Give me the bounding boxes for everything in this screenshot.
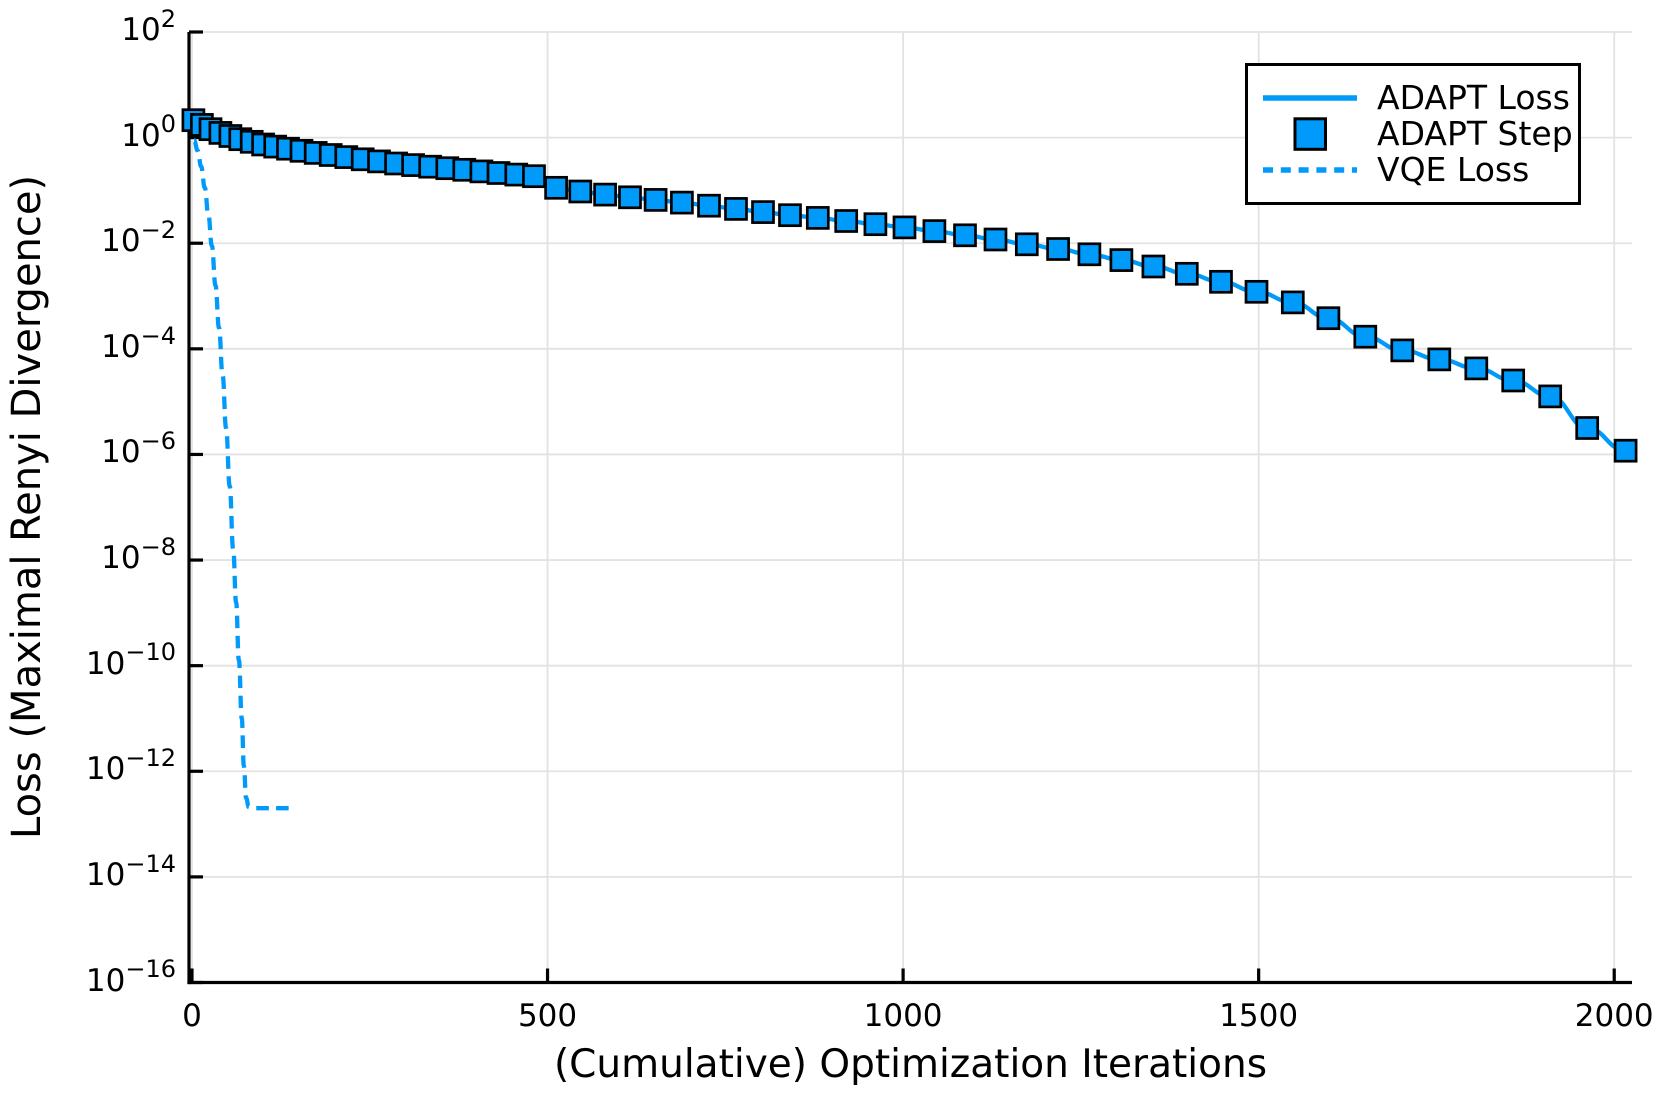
- adapt-step-marker: [1280, 290, 1305, 315]
- adapt-step-marker: [834, 209, 859, 233]
- adapt-step-marker: [593, 182, 617, 207]
- adapt-step-marker: [805, 206, 830, 230]
- adapt-step-marker: [1014, 232, 1039, 257]
- x-tick-label: 500: [517, 998, 578, 1034]
- vqe-loss-line: [191, 138, 291, 811]
- adapt-step-marker: [1141, 254, 1166, 279]
- y-tick-label: 10−8: [101, 532, 176, 577]
- legend: ADAPT Loss ADAPT Step VQE Loss: [1245, 63, 1581, 205]
- y-tick-label: 10−16: [85, 955, 176, 999]
- adapt-step-marker: [522, 164, 546, 189]
- adapt-step-marker: [643, 188, 668, 212]
- y-tick-label: 10−2: [101, 215, 176, 260]
- adapt-step-marker: [1390, 338, 1415, 363]
- x-tick-label: 2000: [1574, 998, 1654, 1034]
- adapt-step-marker: [922, 219, 947, 243]
- y-tick-label: 10−4: [101, 321, 176, 365]
- legend-label: ADAPT Loss: [1377, 78, 1570, 117]
- adapt-step-marker: [724, 197, 748, 221]
- adapt-step-marker: [1209, 269, 1233, 294]
- legend-item-adapt-step: ADAPT Step: [1260, 116, 1578, 152]
- square-marker-icon: [1293, 117, 1327, 151]
- adapt-step-marker: [983, 227, 1008, 252]
- y-tick-label: 100: [121, 110, 176, 154]
- legend-item-vqe-loss: VQE Loss: [1260, 152, 1578, 188]
- adapt-step-marker: [1077, 242, 1102, 267]
- adapt-step-marker: [1109, 248, 1134, 272]
- adapt-step-marker: [670, 190, 694, 215]
- adapt-step-marker: [1613, 438, 1638, 463]
- y-tick-label: 10−12: [85, 743, 176, 788]
- x-tick-label: 1500: [1219, 998, 1299, 1034]
- adapt-step-marker: [953, 223, 977, 248]
- y-axis-label: Loss (Maximal Renyi Divergence): [4, 174, 50, 840]
- x-tick-label: 1000: [863, 998, 943, 1034]
- y-tick-label: 10−10: [85, 638, 176, 682]
- adapt-step-marker: [863, 212, 888, 237]
- adapt-step-marker: [1501, 368, 1526, 393]
- adapt-step-marker: [1464, 356, 1489, 381]
- adapt-step-marker: [618, 185, 642, 210]
- adapt-step-marker: [778, 203, 802, 228]
- dashed-line-icon: [1263, 167, 1357, 173]
- y-tick-label: 10−6: [101, 427, 176, 471]
- legend-label: ADAPT Step: [1377, 114, 1573, 153]
- adapt-step-marker: [751, 200, 775, 224]
- y-tick-label: 10−14: [85, 849, 176, 893]
- solid-line-icon: [1263, 95, 1357, 101]
- adapt-step-marker: [544, 175, 568, 200]
- adapt-step-marker: [568, 179, 593, 204]
- x-tick-label: 0: [182, 998, 202, 1034]
- adapt-step-marker: [1353, 324, 1378, 349]
- x-axis-label: (Cumulative) Optimization Iterations: [553, 1042, 1268, 1087]
- legend-label: VQE Loss: [1377, 150, 1530, 189]
- adapt-step-marker: [1316, 306, 1341, 331]
- adapt-step-marker: [1244, 279, 1269, 304]
- adapt-step-marker: [1575, 416, 1600, 440]
- adapt-step-marker: [1538, 384, 1563, 409]
- legend-item-adapt-loss: ADAPT Loss: [1260, 80, 1578, 116]
- adapt-step-marker: [1046, 237, 1070, 261]
- y-tick-label: 102: [121, 4, 176, 48]
- adapt-step-marker: [892, 215, 917, 240]
- adapt-step-marker: [1174, 261, 1199, 286]
- adapt-step-marker: [697, 193, 721, 218]
- adapt-step-marker: [1427, 347, 1452, 372]
